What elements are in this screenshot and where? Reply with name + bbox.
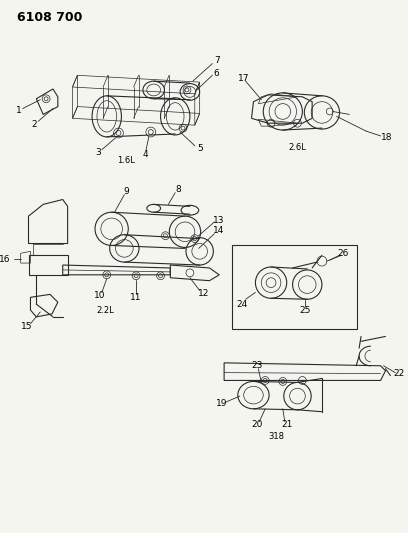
Text: 3: 3 <box>95 148 101 157</box>
Text: 22: 22 <box>394 369 405 378</box>
Text: 13: 13 <box>213 215 224 224</box>
Text: 318: 318 <box>268 432 284 441</box>
Text: 7: 7 <box>214 56 220 65</box>
Text: 10: 10 <box>94 291 106 300</box>
Bar <box>232 246 357 329</box>
Text: 6: 6 <box>213 69 219 78</box>
Text: 26: 26 <box>338 249 349 258</box>
Text: 9: 9 <box>124 187 129 196</box>
Text: 24: 24 <box>236 300 247 309</box>
Text: 16: 16 <box>0 255 11 264</box>
Text: 5: 5 <box>198 144 204 153</box>
Text: 4: 4 <box>143 150 149 159</box>
Text: 18: 18 <box>381 133 392 142</box>
Text: 21: 21 <box>281 420 293 429</box>
Text: 20: 20 <box>252 420 263 429</box>
Text: 1.6L: 1.6L <box>118 156 135 165</box>
Text: 2: 2 <box>31 120 37 128</box>
Text: 25: 25 <box>299 305 311 314</box>
Text: 23: 23 <box>252 361 263 370</box>
Text: 19: 19 <box>216 399 228 408</box>
Text: 6108 700: 6108 700 <box>17 11 82 24</box>
Text: 14: 14 <box>213 227 224 235</box>
Text: 1: 1 <box>16 106 22 115</box>
Text: 2.6L: 2.6L <box>288 143 306 152</box>
Text: 2.2L: 2.2L <box>96 305 114 314</box>
Text: 17: 17 <box>238 74 249 83</box>
Text: 8: 8 <box>175 185 181 194</box>
Text: 15: 15 <box>21 322 32 331</box>
Text: 11: 11 <box>130 293 142 302</box>
Text: 12: 12 <box>198 289 209 298</box>
